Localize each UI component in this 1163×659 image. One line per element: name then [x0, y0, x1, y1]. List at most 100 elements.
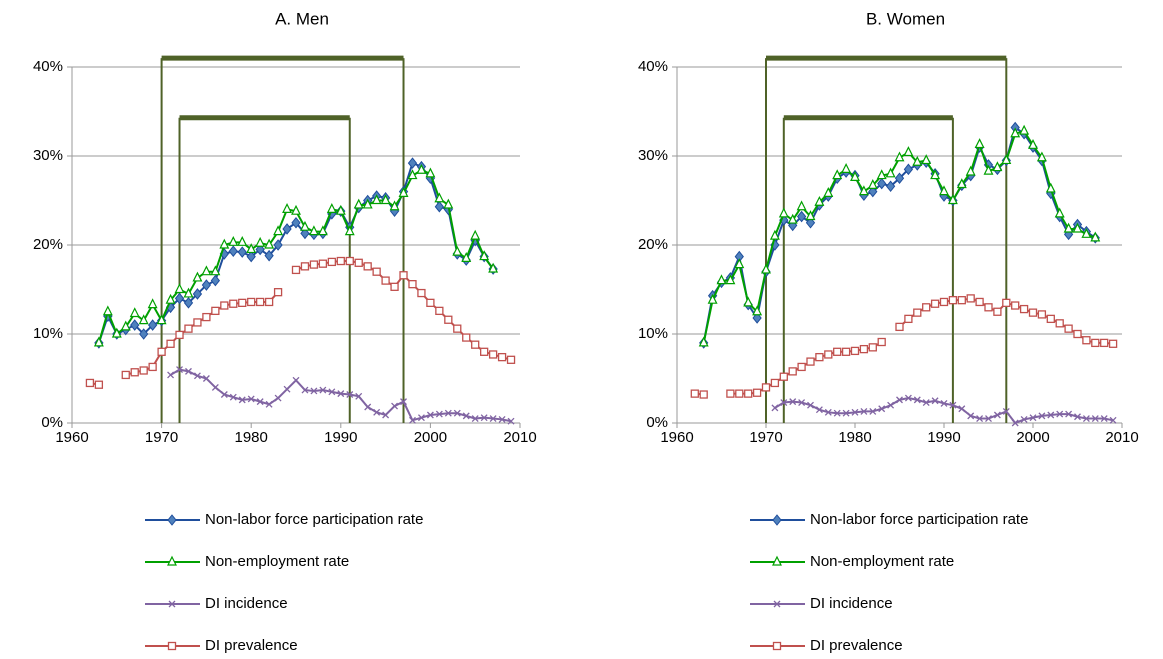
marker — [815, 352, 824, 362]
marker — [868, 343, 877, 352]
marker — [183, 297, 194, 309]
x-tick-label: 1960 — [660, 429, 693, 446]
marker — [930, 169, 941, 180]
marker — [1036, 151, 1047, 162]
marker — [470, 229, 481, 240]
marker — [805, 216, 816, 229]
marker — [752, 312, 762, 324]
marker — [247, 395, 255, 403]
marker — [1011, 301, 1020, 310]
marker — [462, 412, 470, 420]
marker — [947, 194, 958, 205]
marker — [725, 274, 736, 285]
marker — [805, 210, 816, 221]
marker — [228, 245, 238, 258]
marker — [176, 366, 183, 374]
x-tick-label: 1970 — [749, 429, 782, 446]
marker — [238, 298, 247, 308]
marker — [930, 299, 940, 308]
marker — [922, 303, 931, 312]
marker — [913, 396, 921, 404]
marker — [850, 346, 860, 356]
marker — [851, 408, 859, 416]
marker — [391, 402, 399, 410]
marker — [1028, 308, 1038, 317]
marker — [336, 256, 345, 266]
marker — [850, 171, 860, 181]
marker — [417, 288, 426, 298]
marker — [211, 306, 220, 316]
marker — [796, 200, 807, 211]
marker — [887, 401, 895, 409]
marker — [426, 411, 434, 419]
marker — [398, 187, 409, 197]
marker — [743, 296, 754, 307]
marker — [317, 225, 328, 236]
marker — [390, 282, 399, 291]
marker — [291, 216, 301, 229]
marker — [111, 327, 122, 338]
legend-marker — [773, 600, 781, 608]
marker — [912, 155, 923, 166]
marker — [147, 319, 158, 331]
marker — [761, 383, 771, 392]
marker — [894, 172, 905, 185]
y-tick-label: 10% — [33, 325, 63, 342]
marker — [1002, 407, 1010, 415]
x-tick-label: 1990 — [927, 429, 960, 446]
marker — [130, 368, 139, 377]
marker — [201, 265, 212, 276]
marker — [229, 393, 237, 401]
marker — [966, 294, 975, 303]
marker — [1091, 415, 1099, 423]
marker — [228, 235, 239, 246]
marker — [940, 399, 948, 407]
marker — [788, 367, 797, 376]
x-tick-label: 1980 — [235, 429, 268, 446]
marker — [815, 406, 823, 414]
legend-marker — [168, 600, 176, 608]
marker — [1002, 298, 1011, 308]
marker — [833, 409, 841, 417]
marker — [798, 399, 806, 406]
marker — [237, 246, 247, 258]
marker — [868, 185, 878, 198]
marker — [824, 408, 832, 416]
marker — [238, 396, 246, 404]
marker — [1054, 207, 1065, 218]
marker — [362, 198, 373, 209]
marker — [480, 414, 488, 422]
marker — [993, 411, 1001, 419]
y-tick-label: 10% — [638, 325, 668, 342]
marker — [373, 408, 381, 416]
marker — [202, 312, 211, 322]
marker — [121, 370, 130, 380]
marker — [877, 177, 887, 190]
marker — [877, 337, 886, 347]
marker — [948, 296, 958, 305]
marker — [453, 324, 462, 333]
marker — [896, 396, 903, 404]
marker — [255, 236, 266, 247]
marker — [832, 169, 843, 180]
legend-label: Non-labor force participation rate — [205, 511, 423, 528]
marker — [337, 390, 345, 398]
marker — [237, 235, 248, 246]
marker — [425, 167, 436, 178]
marker — [841, 347, 851, 356]
marker — [488, 262, 499, 273]
marker — [878, 405, 886, 413]
marker — [761, 263, 771, 274]
marker — [452, 245, 463, 256]
marker — [498, 415, 506, 423]
marker — [1038, 412, 1046, 420]
marker — [85, 378, 95, 388]
marker — [201, 279, 212, 291]
marker — [273, 225, 284, 236]
marker — [193, 372, 201, 380]
marker — [264, 238, 275, 249]
x-tick-label: 1970 — [145, 429, 178, 446]
marker — [797, 362, 806, 372]
marker — [372, 267, 381, 276]
marker — [939, 297, 949, 307]
